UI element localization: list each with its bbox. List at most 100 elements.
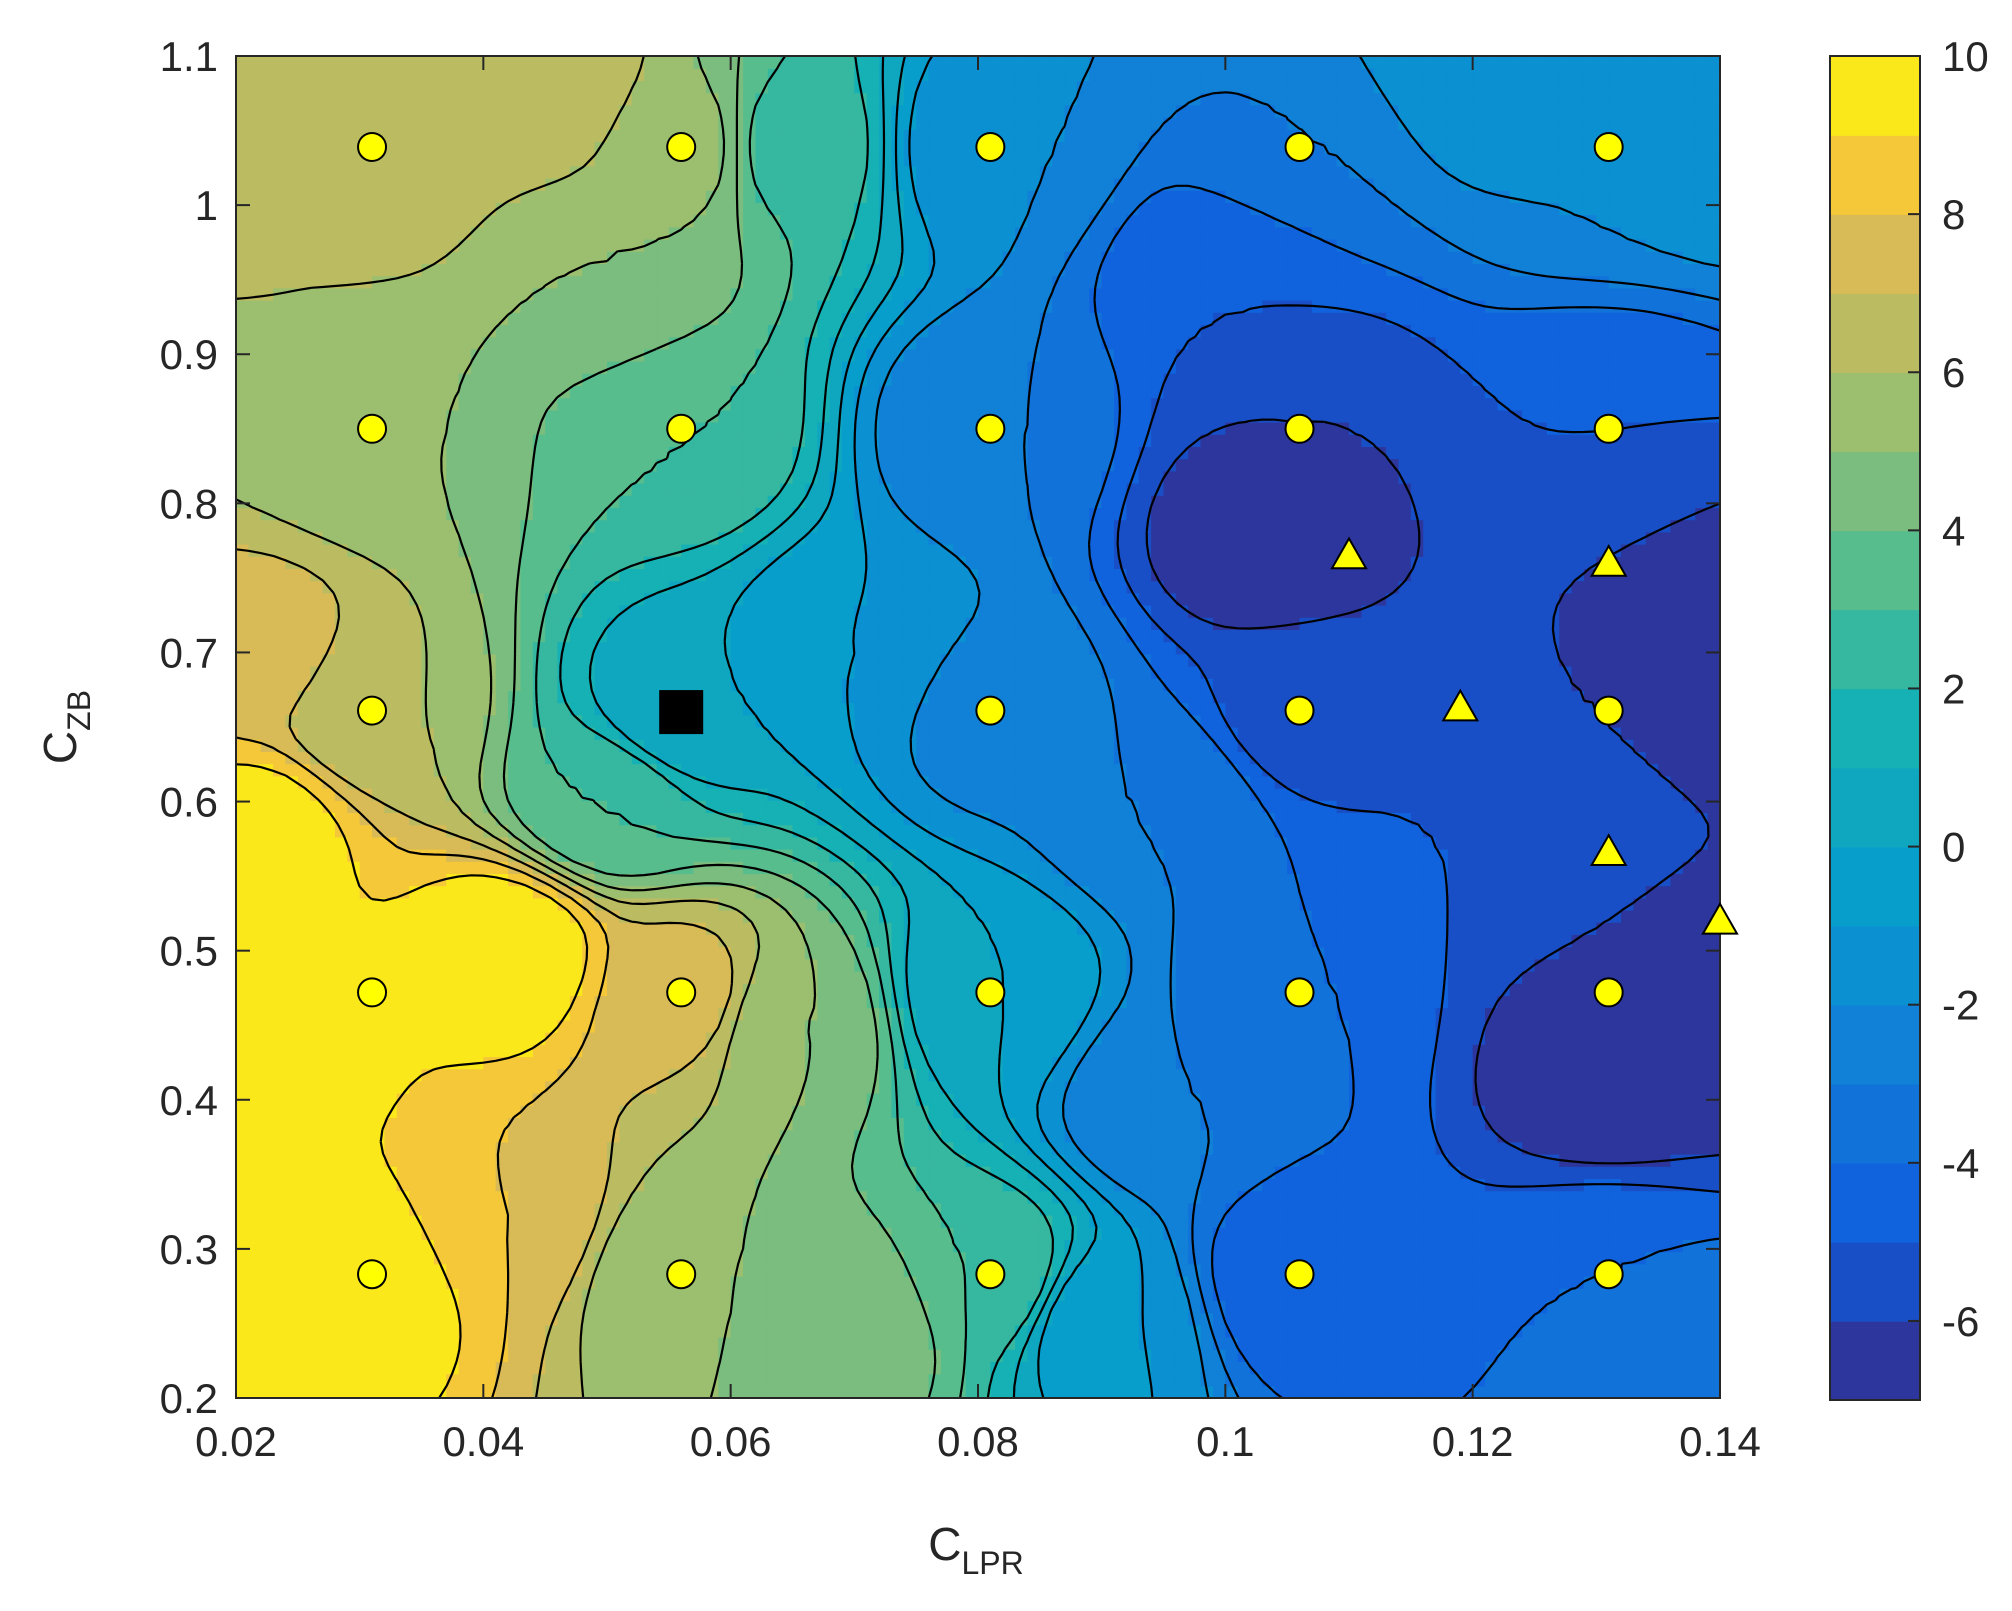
contour-cell-2596 — [1175, 1129, 1189, 1143]
contour-cell-1177 — [1435, 1276, 1449, 1289]
contour-cell-338 — [1447, 1361, 1461, 1375]
contour-cell-2778 — [458, 1105, 472, 1118]
contour-cell-1208 — [334, 1263, 348, 1277]
contour-cell-3149 — [594, 1068, 608, 1082]
contour-cell-3525 — [792, 1032, 806, 1045]
contour-cell-3355 — [1658, 1056, 1672, 1070]
contour-cell-2890 — [359, 1093, 373, 1106]
contour-cell-4803 — [273, 897, 287, 911]
contour-cell-3027 — [569, 1080, 583, 1094]
contour-cell-1001 — [743, 1288, 756, 1301]
contour-cell-2866 — [1546, 1105, 1560, 1118]
contour-cell-2945 — [1039, 1093, 1053, 1106]
contour-cell-2584 — [1027, 1129, 1041, 1143]
contour-cell-2788 — [582, 1105, 596, 1118]
contour-cell-344 — [1522, 1361, 1536, 1375]
contour-cell-833 — [1633, 1312, 1647, 1326]
contour-cell-4835 — [668, 897, 682, 911]
contour-cell-119 — [1707, 1385, 1720, 1398]
contour-cell-2808 — [829, 1105, 843, 1118]
contour-cell-3992 — [631, 983, 645, 996]
contour-cell-793 — [1138, 1312, 1152, 1326]
contour-cell-3994 — [656, 983, 670, 996]
contour-cell-238 — [1695, 1373, 1709, 1387]
contour-cell-4117 — [693, 971, 707, 984]
contour-cell-1683 — [273, 1215, 287, 1228]
contour-cell-4390 — [1101, 946, 1115, 960]
contour-cell-4367 — [817, 946, 831, 960]
contour-cell-637 — [693, 1324, 707, 1338]
contour-cell-4463 — [520, 934, 534, 948]
contour-cell-4369 — [841, 946, 855, 960]
contour-cell-983 — [520, 1288, 534, 1301]
contour-cell-4409 — [1336, 946, 1350, 960]
contour-cell-1716 — [681, 1215, 695, 1228]
contour-cell-1503 — [1015, 1239, 1029, 1253]
contour-cell-1880 — [1225, 1202, 1239, 1216]
contour-cell-3356 — [1670, 1056, 1684, 1070]
contour-cell-3299 — [965, 1056, 979, 1070]
contour-cell-1667 — [1559, 1227, 1573, 1240]
contour-cell-4613 — [891, 922, 905, 935]
contour-cell-347 — [1559, 1361, 1573, 1375]
contour-cell-3724 — [285, 1007, 299, 1021]
contour-cell-4017 — [940, 983, 954, 996]
contour-cell-3292 — [879, 1056, 893, 1070]
contour-cell-3308 — [1076, 1056, 1090, 1070]
contour-cell-4733 — [891, 910, 905, 923]
contour-cell-4632 — [1126, 922, 1140, 935]
contour-cell-4926 — [310, 885, 324, 899]
contour-cell-3219 — [1460, 1068, 1474, 1082]
contour-cell-2480 — [1225, 1141, 1239, 1155]
contour-cell-1966 — [804, 1190, 818, 1204]
contour-cell-4536 — [1423, 934, 1437, 948]
contour-cell-2519 — [1707, 1141, 1720, 1155]
contour-cell-1363 — [767, 1251, 781, 1265]
contour-cell-1634 — [1151, 1227, 1165, 1240]
contour-cell-3818 — [1447, 1007, 1461, 1021]
contour-cell-1136 — [928, 1276, 942, 1289]
contour-cell-2282 — [260, 1154, 274, 1167]
contour-cell-3287 — [817, 1056, 831, 1070]
contour-cell-1495 — [916, 1239, 930, 1253]
contour-cell-1647 — [1311, 1227, 1325, 1240]
contour-cell-247 — [322, 1361, 336, 1375]
contour-cell-4874 — [1151, 897, 1165, 911]
contour-cell-254 — [409, 1361, 423, 1375]
contour-cell-1644 — [1274, 1227, 1288, 1240]
contour-cell-3984 — [532, 983, 546, 996]
contour-cell-4802 — [260, 897, 274, 911]
contour-cell-1523 — [1262, 1239, 1276, 1253]
contour-cell-2644 — [285, 1117, 299, 1131]
contour-cell-4322 — [260, 946, 274, 960]
contour-cell-1033 — [1138, 1288, 1152, 1301]
contour-cell-4752 — [1126, 910, 1140, 923]
contour-cell-4196 — [1670, 971, 1684, 984]
contour-cell-2520 — [236, 1129, 249, 1143]
contour-cell-4702 — [508, 910, 522, 923]
contour-cell-1065 — [1534, 1288, 1548, 1301]
contour-cell-451 — [1361, 1349, 1375, 1362]
contour-cell-2481 — [1237, 1141, 1251, 1155]
contour-cell-234 — [1645, 1373, 1659, 1387]
contour-cell-1244 — [780, 1263, 794, 1277]
contour-cell-1475 — [668, 1239, 682, 1253]
contour-cell-2959 — [1212, 1093, 1226, 1106]
contour-cell-2101 — [990, 1178, 1004, 1192]
contour-cell-770 — [854, 1312, 868, 1326]
contour-cell-668 — [1076, 1324, 1090, 1338]
contour-cell-3631 — [619, 1019, 633, 1033]
contour-cell-1293 — [1386, 1263, 1400, 1277]
contour-cell-76 — [1175, 1385, 1189, 1398]
contour-cell-4781 — [1485, 910, 1498, 923]
contour-cell-3966 — [310, 983, 324, 996]
contour-cell-1151 — [1114, 1276, 1127, 1289]
contour-cell-98 — [1447, 1385, 1461, 1398]
contour-cell-588 — [1571, 1337, 1585, 1350]
contour-cell-1408 — [1324, 1251, 1338, 1265]
contour-cell-1598 — [705, 1227, 719, 1240]
contour-cell-3002 — [260, 1080, 274, 1094]
contour-cell-79 — [1212, 1385, 1226, 1398]
contour-cell-3667 — [1064, 1019, 1078, 1033]
contour-cell-1074 — [1645, 1288, 1659, 1301]
